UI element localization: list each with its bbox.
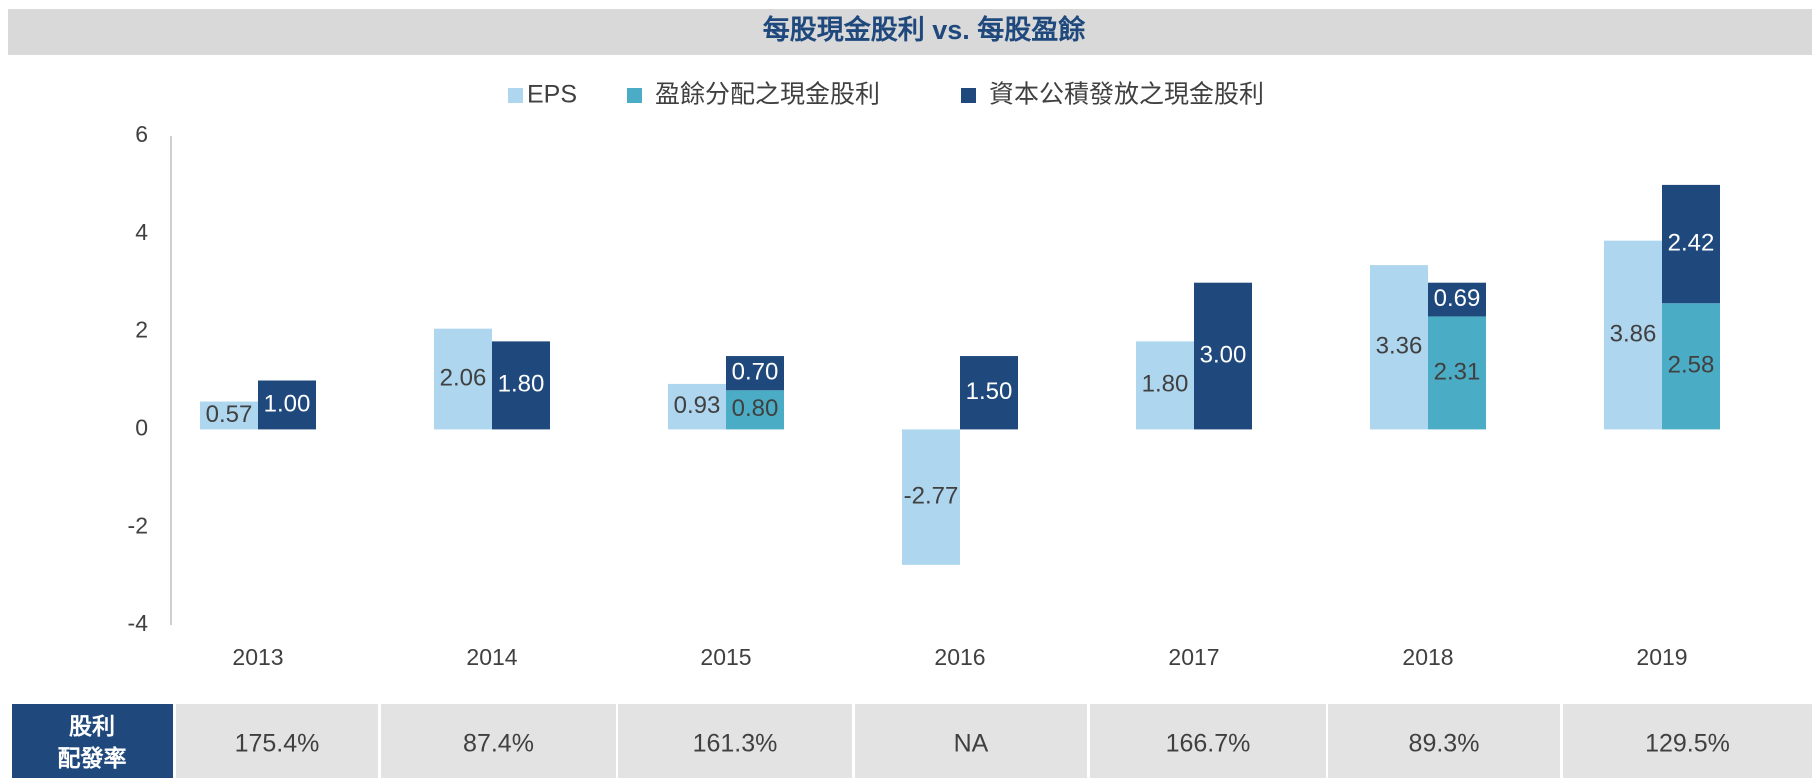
bar	[726, 390, 784, 430]
y-tick-label: 0	[135, 414, 148, 440]
table-cell	[855, 704, 1087, 778]
x-tick-label: 2019	[1636, 644, 1687, 670]
data-label: 3.36	[1376, 333, 1423, 360]
data-label: 2.31	[1434, 358, 1481, 385]
x-tick-label: 2017	[1168, 644, 1219, 670]
chart-title: 每股現金股利 vs. 每股盈餘	[763, 14, 1087, 45]
data-label: 2.58	[1668, 352, 1715, 379]
bar	[1662, 184, 1720, 304]
data-label: 0.70	[732, 359, 779, 386]
table-value: 161.3%	[693, 730, 778, 758]
table-cell	[1563, 704, 1812, 778]
data-label: 2.06	[440, 364, 487, 391]
x-tick-label: 2014	[466, 644, 517, 670]
table-header-cell	[12, 704, 173, 778]
y-tick-label: -4	[128, 610, 149, 636]
data-label: -2.77	[904, 482, 959, 509]
legend-label: EPS	[527, 81, 577, 109]
table-cell	[381, 704, 616, 778]
bar	[726, 356, 784, 391]
data-label: 0.57	[206, 401, 253, 428]
y-tick-label: 6	[135, 121, 148, 147]
bar	[1136, 341, 1194, 430]
legend-swatch	[961, 88, 976, 103]
bar	[200, 401, 258, 430]
y-tick-label: 2	[135, 317, 148, 343]
bar	[434, 328, 492, 430]
bar	[668, 383, 726, 430]
x-tick-label: 2015	[700, 644, 751, 670]
table-header: 股利	[69, 713, 115, 739]
table-value: 87.4%	[463, 730, 534, 758]
x-tick-label: 2013	[232, 644, 283, 670]
legend-swatch	[627, 88, 642, 103]
bar	[258, 380, 316, 430]
bar	[960, 356, 1018, 430]
table-cell	[1090, 704, 1326, 778]
table-value: 166.7%	[1166, 730, 1251, 758]
data-label: 0.69	[1434, 285, 1481, 312]
table-value: NA	[954, 730, 989, 758]
x-tick-label: 2018	[1402, 644, 1453, 670]
legend-label: 資本公積發放之現金股利	[989, 81, 1264, 109]
data-label: 0.93	[674, 392, 721, 419]
table-value: 175.4%	[235, 730, 320, 758]
table-cell	[1328, 704, 1560, 778]
legend-swatch	[508, 88, 523, 103]
bar	[1194, 282, 1252, 430]
bar	[1604, 240, 1662, 430]
y-tick-label: -2	[128, 512, 148, 538]
bar	[1662, 303, 1720, 430]
table-cell	[618, 704, 852, 778]
data-label: 1.80	[1142, 371, 1189, 398]
table-value: 129.5%	[1645, 730, 1730, 758]
table-value: 89.3%	[1409, 730, 1480, 758]
data-label: 2.42	[1668, 229, 1715, 256]
data-label: 3.00	[1200, 341, 1247, 368]
bar	[1428, 316, 1486, 430]
legend-label: 盈餘分配之現金股利	[655, 81, 880, 109]
data-label: 0.80	[732, 395, 779, 422]
bar	[492, 341, 550, 430]
y-tick-label: 4	[135, 219, 148, 245]
data-label: 1.80	[498, 371, 545, 398]
data-label: 3.86	[1610, 320, 1657, 347]
title-bar	[8, 9, 1812, 55]
x-tick-label: 2016	[934, 644, 985, 670]
data-label: 1.50	[966, 378, 1013, 405]
bar	[1370, 265, 1428, 430]
table-header: 配發率	[58, 745, 127, 771]
table-cell	[176, 704, 378, 778]
data-label: 1.00	[264, 390, 311, 417]
bar	[1428, 282, 1486, 317]
bar	[902, 429, 960, 565]
